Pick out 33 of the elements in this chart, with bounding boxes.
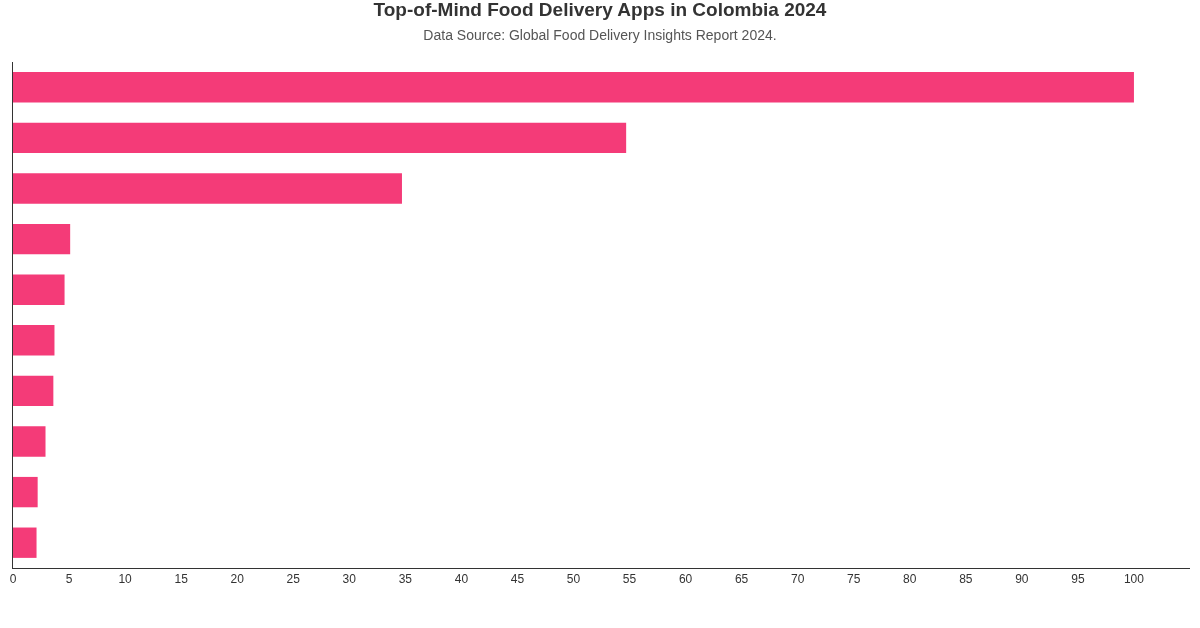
- bar: [13, 527, 37, 558]
- bar: [13, 72, 1134, 103]
- x-tick-label: 90: [1015, 572, 1029, 587]
- x-tick-label: 10: [118, 572, 133, 587]
- bar: [13, 426, 46, 457]
- x-tick-label: 55: [622, 572, 637, 587]
- x-tick-label: 100: [1123, 572, 1145, 587]
- chart-subtitle: Data Source: Global Food Delivery Insights Report 2024.: [423, 27, 777, 44]
- x-tick-label: 30: [342, 572, 357, 587]
- bar: [13, 274, 65, 305]
- chart-title: Top-of-Mind Food Delivery Apps in Colombia 2024: [373, 0, 827, 20]
- x-tick-label: 70: [790, 572, 805, 587]
- x-tick-label: 85: [959, 572, 973, 587]
- x-tick-label: 40: [454, 572, 469, 587]
- x-tick-label: 65: [734, 572, 749, 587]
- x-tick-label: 0: [9, 572, 17, 587]
- x-tick-label: 60: [678, 572, 693, 587]
- x-tick-label: 50: [566, 572, 581, 587]
- x-tick-label: 95: [1071, 572, 1085, 587]
- x-tick-label: 45: [510, 572, 525, 587]
- bar: [13, 325, 55, 356]
- x-tick-label: 75: [847, 572, 861, 587]
- x-tick-label: 20: [230, 572, 245, 587]
- bar: [13, 173, 402, 204]
- x-tick-label: 35: [398, 572, 413, 587]
- bar: [13, 223, 71, 255]
- bar: [13, 375, 54, 407]
- x-tick-label: 80: [903, 572, 917, 587]
- bar: [13, 476, 38, 508]
- x-tick-label: 15: [174, 572, 189, 587]
- x-tick-label: 25: [286, 572, 301, 587]
- bar: [13, 122, 627, 154]
- x-tick-label: 5: [65, 572, 73, 587]
